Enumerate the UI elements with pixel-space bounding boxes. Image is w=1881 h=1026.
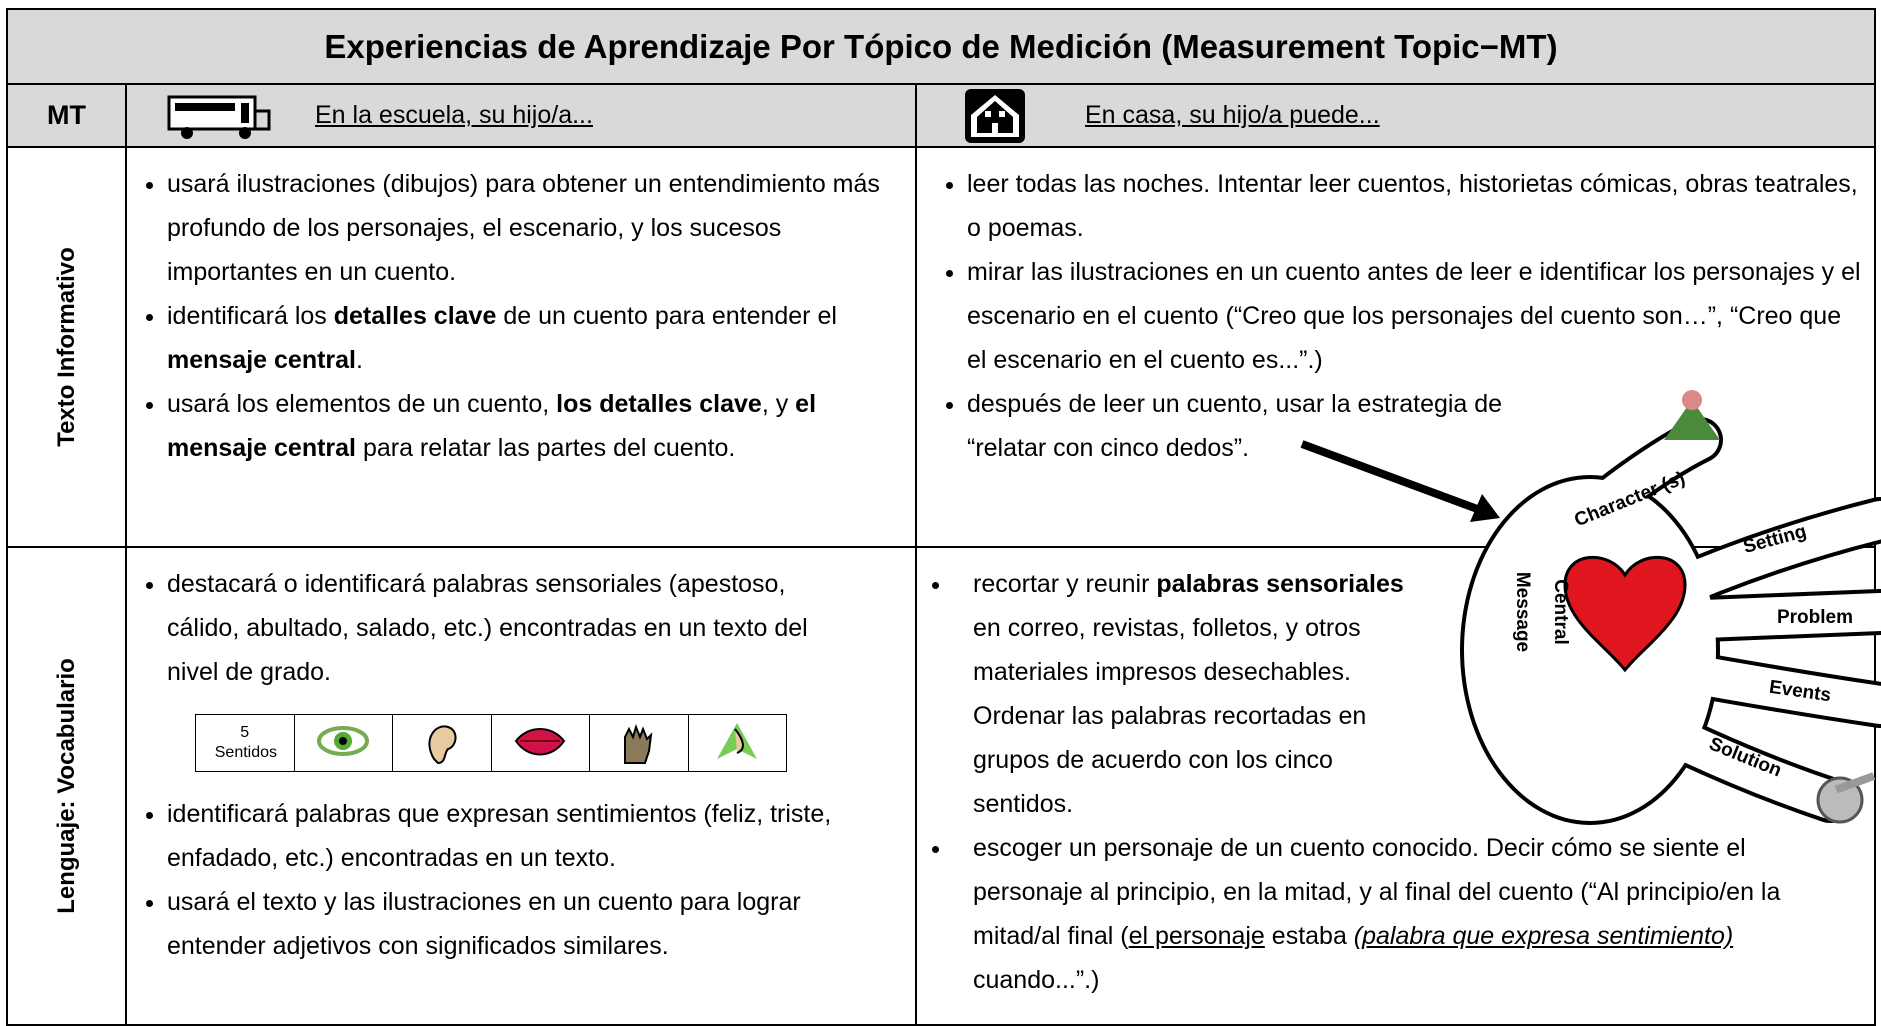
row-label: Lenguaje: Vocabulario (52, 658, 80, 914)
text-segment: para relatar las partes del cuento. (356, 434, 736, 462)
bullet: después de leer un cuento, usar la estra… (967, 382, 1567, 470)
text-segment: detalles clave (333, 302, 497, 330)
text-segment: identificará palabras que expresan senti… (167, 800, 832, 872)
text-segment: estaba (1264, 922, 1354, 950)
school-header: En la escuela, su hijo/a... (125, 83, 917, 148)
senses-strip: 5 Sentidos (195, 714, 787, 772)
text-segment: de un cuento para entender el (496, 302, 837, 330)
text-segment: (palabra que expresa sentimiento) (1353, 922, 1734, 950)
mt-header: MT (6, 83, 127, 148)
row-label-cell: Lenguaje: Vocabulario (6, 546, 127, 1026)
bullet: identificará los detalles clave de un cu… (167, 294, 887, 382)
bus-icon (167, 95, 271, 139)
school-list: identificará palabras que expresan senti… (127, 792, 857, 968)
text-segment: recortar y reunir (973, 570, 1157, 598)
row-label: Texto Informativo (52, 247, 80, 447)
text-segment: mirar las ilustraciones en un cuento ant… (967, 258, 1861, 374)
text-segment: cuando...”.) (973, 966, 1100, 994)
bullet: leer todas las noches. Intentar leer cue… (967, 162, 1867, 250)
school-list: usará ilustraciones (dibujos) para obten… (127, 162, 887, 470)
text-segment: el mensaje central (167, 390, 817, 462)
bullet: usará los elementos de un cuento, los de… (167, 382, 887, 470)
school-cell: destacará o identificará palabras sensor… (125, 546, 917, 1026)
bullet: identificará palabras que expresan senti… (167, 792, 857, 880)
sense-icon-cell (492, 715, 590, 771)
text-segment: destacará o identificará palabras sensor… (167, 570, 808, 686)
house-icon (965, 88, 1025, 143)
text-segment: el personaje (1128, 922, 1265, 950)
text-segment: después de leer un cuento, usar la estra… (967, 390, 1503, 462)
text-segment: usará ilustraciones (dibujos) para obten… (167, 170, 880, 286)
home-list: recortar y reunir palabras sensoriales e… (917, 562, 1833, 1002)
bullet: destacará o identificará palabras sensor… (167, 562, 857, 694)
text-segment: , y (761, 390, 796, 418)
sense-icon-cell (295, 715, 393, 771)
text-segment: mensaje central (167, 346, 356, 374)
sense-icon (317, 726, 370, 756)
text-segment: palabras sensoriales (1156, 570, 1404, 598)
sense-icon (623, 723, 653, 764)
text-segment: leer todas las noches. Intentar leer cue… (967, 170, 1858, 242)
bullet: recortar y reunir palabras sensoriales e… (953, 562, 1433, 826)
text-segment: identificará los (167, 302, 334, 330)
home-cell: recortar y reunir palabras sensoriales e… (915, 546, 1876, 1026)
school-cell: usará ilustraciones (dibujos) para obten… (125, 146, 917, 548)
school-list: destacará o identificará palabras sensor… (127, 562, 857, 968)
text-segment: escoger un personaje de un cuento conoci… (973, 834, 1781, 950)
sense-icon (428, 725, 457, 765)
text-segment: en correo, revistas, folletos, y otros m… (973, 614, 1367, 818)
senses-label: 5 Sentidos (214, 724, 278, 761)
home-header-text: En casa, su hijo/a puede... (1085, 101, 1380, 129)
sense-icon-cell (689, 715, 787, 771)
school-list: destacará o identificará palabras sensor… (127, 562, 857, 694)
sense-icon (515, 728, 566, 756)
senses-cell: 5 Sentidos (196, 715, 295, 771)
text-segment: los detalles clave (556, 390, 762, 418)
row-label-cell: Texto Informativo (6, 146, 127, 548)
bullet: escoger un personaje de un cuento conoci… (953, 826, 1833, 1002)
home-list: leer todas las noches. Intentar leer cue… (917, 162, 1867, 470)
school-header-text: En la escuela, su hijo/a... (315, 101, 593, 129)
home-header: En casa, su hijo/a puede... (915, 83, 1876, 148)
text-segment: usará el texto y las ilustraciones en un… (167, 888, 801, 960)
sense-icon (717, 723, 758, 759)
sense-icon-cell (590, 715, 689, 771)
title: Experiencias de Aprendizaje Por Tópico d… (6, 8, 1876, 85)
home-cell: leer todas las noches. Intentar leer cue… (915, 146, 1876, 548)
bullet: usará ilustraciones (dibujos) para obten… (167, 162, 887, 294)
bullet: usará el texto y las ilustraciones en un… (167, 880, 857, 968)
bullet: mirar las ilustraciones en un cuento ant… (967, 250, 1867, 382)
text-segment: . (356, 346, 363, 374)
sense-icon-cell (393, 715, 492, 771)
text-segment: usará los elementos de un cuento, (167, 390, 557, 418)
